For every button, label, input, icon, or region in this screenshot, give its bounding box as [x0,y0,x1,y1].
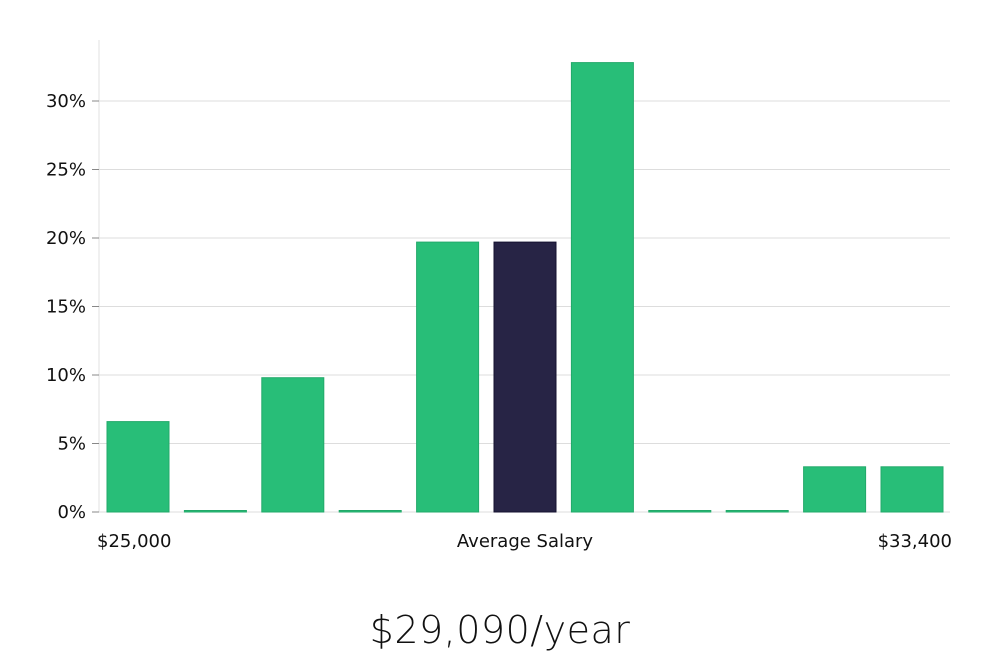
x-max-label: $33,400 [878,531,952,552]
bar [183,510,247,513]
x-axis-title: Average Salary [457,531,594,552]
y-axis-ticks: 0% 5% 10% 15% 20% 25% 30% [46,91,99,523]
y-tick-label: 30% [46,91,86,112]
x-min-label: $25,000 [97,531,171,552]
y-tick-label: 15% [46,297,86,318]
y-tick-label: 25% [46,160,86,181]
bar [416,241,480,513]
bar [880,466,944,513]
bar [261,377,325,513]
salary-histogram: 0% 5% 10% 15% 20% 25% 30% $25,000 Average Sala… [46,40,952,552]
bar [648,510,712,513]
y-tick-label: 5% [57,434,86,455]
bar [570,62,634,513]
y-tick-label: 10% [46,365,86,386]
average-salary-headline: $29,090/year [369,608,631,652]
y-tick-label: 0% [57,502,86,523]
bar [338,510,402,513]
bar [106,421,170,513]
y-tick-label: 20% [46,228,86,249]
bar [725,510,789,513]
bar [803,466,867,513]
bar-highlighted [493,241,557,513]
bars [106,62,944,513]
